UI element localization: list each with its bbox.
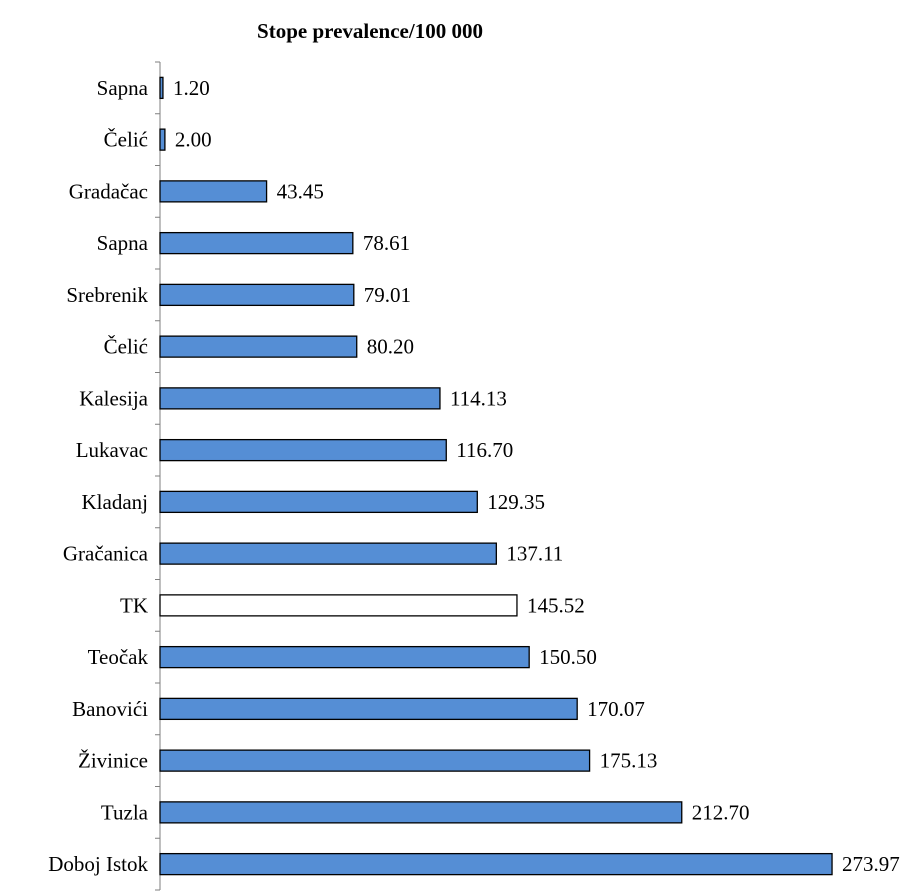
category-label: Teočak [88,645,149,669]
bar [159,801,683,824]
value-label: 116.70 [456,438,513,462]
bars-group: Sapna 1.20 Čelić 2.00 Gradačac 43.45 Sapna 78.6… [48,76,900,876]
bar [159,594,518,617]
value-label: 2.00 [175,128,212,152]
value-label: 129.35 [487,490,545,514]
bar [159,231,354,255]
category-label: Kalesija [79,386,148,410]
chart-title: Stope prevalence/100 000 [257,19,483,43]
category-label: Banovići [72,697,148,721]
value-label: 43.45 [277,179,324,203]
value-label: 79.01 [364,283,411,307]
bar [159,542,497,565]
category-label: Gradačac [69,179,148,203]
category-label: Kladanj [82,490,148,514]
bar [159,490,478,514]
category-label: Živinice [78,749,148,773]
category-label: Gračanica [63,542,149,566]
value-label: 150.50 [539,645,597,669]
bar [159,76,164,100]
bar [159,697,578,721]
bar [159,645,530,669]
value-label: 137.11 [506,542,563,566]
category-label: Čelić [104,128,148,152]
bar [159,852,833,876]
bar [159,749,591,772]
category-label: Sapna [97,76,149,100]
value-label: 114.13 [450,386,507,410]
value-label: 175.13 [600,749,658,773]
value-label: 170.07 [587,697,645,721]
bar [159,180,268,203]
value-label: 1.20 [173,76,210,100]
category-label: Tuzla [101,800,149,824]
bar [159,438,447,462]
value-label: 80.20 [367,335,414,359]
y-axis-group [155,61,161,891]
category-label: Lukavac [76,438,148,462]
value-label: 273.97 [842,852,900,876]
value-label: 145.52 [527,593,585,617]
bar [159,128,166,151]
category-label: Srebrenik [66,283,148,307]
category-label: Sapna [97,231,149,255]
category-label: TK [120,593,148,617]
value-label: 212.70 [692,800,750,824]
bar [159,283,355,307]
bar [159,387,441,410]
category-label: Čelić [104,335,148,359]
bar [159,335,358,358]
value-label: 78.61 [363,231,410,255]
category-label: Doboj Istok [48,852,148,876]
